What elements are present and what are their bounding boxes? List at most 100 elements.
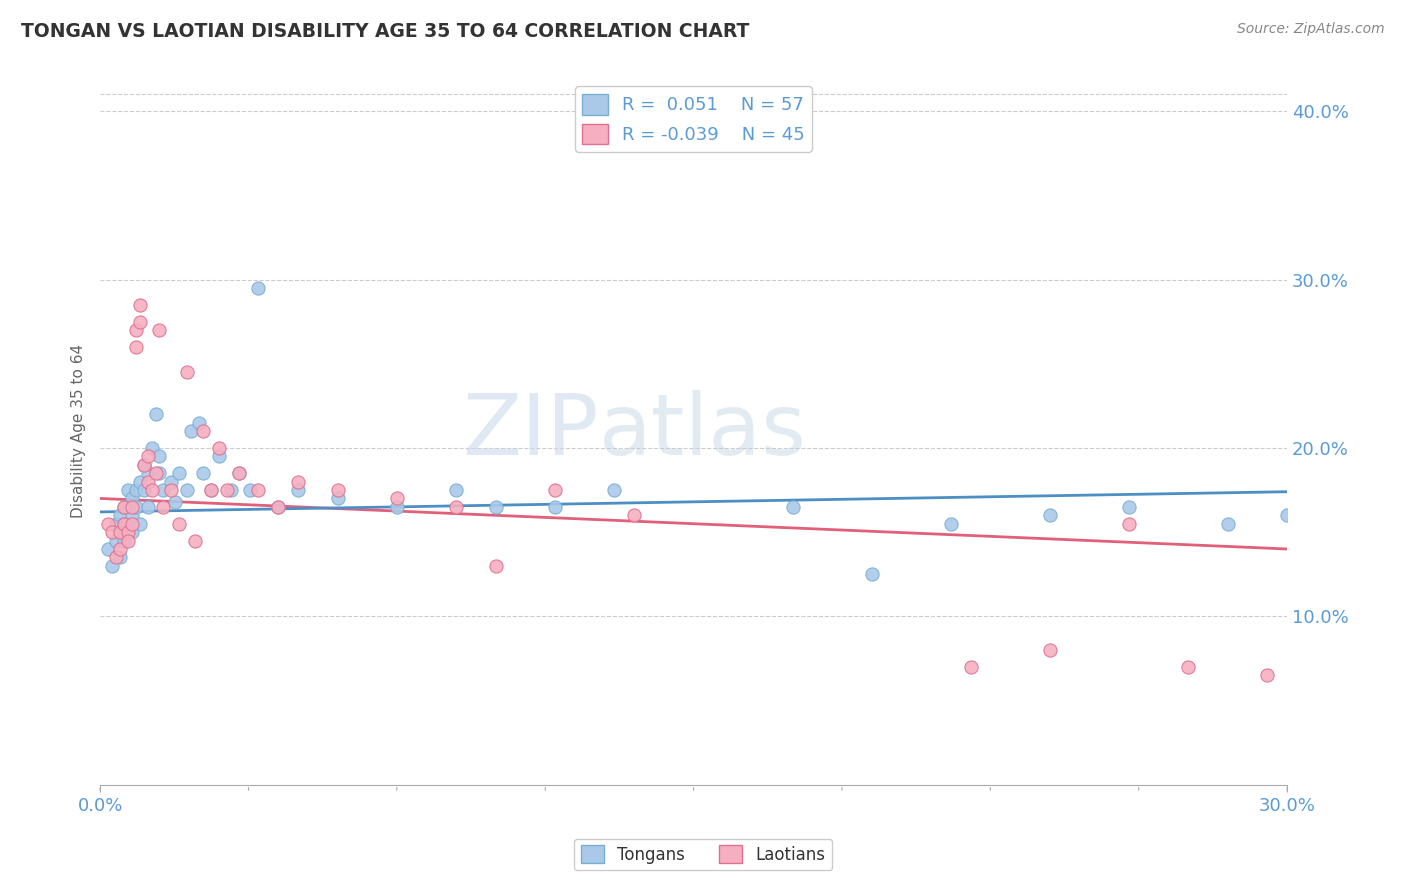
Point bbox=[228, 466, 250, 480]
Point bbox=[104, 516, 127, 531]
Point bbox=[167, 466, 190, 480]
Point bbox=[108, 550, 131, 565]
Point bbox=[239, 483, 262, 497]
Point bbox=[152, 483, 174, 497]
Point bbox=[101, 558, 124, 573]
Point bbox=[215, 483, 238, 497]
Point bbox=[97, 541, 120, 556]
Point bbox=[104, 550, 127, 565]
Text: TONGAN VS LAOTIAN DISABILITY AGE 35 TO 64 CORRELATION CHART: TONGAN VS LAOTIAN DISABILITY AGE 35 TO 6… bbox=[21, 22, 749, 41]
Point bbox=[959, 660, 981, 674]
Point bbox=[148, 466, 170, 480]
Point bbox=[176, 365, 198, 379]
Point bbox=[160, 483, 183, 497]
Point bbox=[160, 475, 183, 489]
Point bbox=[97, 516, 120, 531]
Point bbox=[125, 340, 148, 354]
Point bbox=[108, 525, 131, 540]
Point bbox=[112, 500, 135, 514]
Point bbox=[444, 483, 467, 497]
Point bbox=[145, 407, 167, 421]
Point bbox=[191, 424, 214, 438]
Point bbox=[1177, 660, 1199, 674]
Point bbox=[603, 483, 626, 497]
Point bbox=[1216, 516, 1239, 531]
Point bbox=[1256, 668, 1278, 682]
Point bbox=[623, 508, 645, 523]
Point bbox=[125, 323, 148, 337]
Point bbox=[108, 541, 131, 556]
Point bbox=[385, 491, 408, 506]
Point bbox=[1039, 508, 1062, 523]
Point bbox=[136, 466, 159, 480]
Point bbox=[136, 450, 159, 464]
Point bbox=[112, 533, 135, 548]
Point bbox=[128, 315, 150, 329]
Point bbox=[121, 516, 143, 531]
Point bbox=[176, 483, 198, 497]
Point bbox=[128, 516, 150, 531]
Point bbox=[1275, 508, 1298, 523]
Point bbox=[132, 458, 155, 472]
Point bbox=[148, 450, 170, 464]
Point bbox=[136, 475, 159, 489]
Point bbox=[132, 483, 155, 497]
Point bbox=[782, 500, 804, 514]
Point bbox=[128, 475, 150, 489]
Point bbox=[326, 491, 349, 506]
Point bbox=[191, 466, 214, 480]
Point bbox=[326, 483, 349, 497]
Point bbox=[141, 483, 163, 497]
Point bbox=[148, 323, 170, 337]
Point bbox=[939, 516, 962, 531]
Legend: Tongans, Laotians: Tongans, Laotians bbox=[574, 838, 832, 871]
Point bbox=[117, 525, 139, 540]
Point bbox=[385, 500, 408, 514]
Point bbox=[287, 483, 309, 497]
Point bbox=[132, 458, 155, 472]
Point bbox=[247, 281, 270, 295]
Text: ZIP: ZIP bbox=[463, 390, 599, 473]
Point bbox=[117, 500, 139, 514]
Point bbox=[208, 450, 231, 464]
Point bbox=[444, 500, 467, 514]
Point bbox=[544, 500, 567, 514]
Point bbox=[200, 483, 222, 497]
Point bbox=[128, 298, 150, 312]
Point bbox=[188, 416, 211, 430]
Point bbox=[1039, 643, 1062, 657]
Point bbox=[136, 500, 159, 514]
Point bbox=[101, 525, 124, 540]
Point bbox=[104, 533, 127, 548]
Point bbox=[121, 525, 143, 540]
Point bbox=[208, 441, 231, 455]
Point bbox=[287, 475, 309, 489]
Point bbox=[544, 483, 567, 497]
Point bbox=[165, 495, 187, 509]
Point bbox=[184, 533, 207, 548]
Point bbox=[200, 483, 222, 497]
Point bbox=[228, 466, 250, 480]
Point bbox=[860, 567, 883, 582]
Point bbox=[145, 466, 167, 480]
Point bbox=[112, 500, 135, 514]
Point bbox=[108, 508, 131, 523]
Point bbox=[167, 516, 190, 531]
Point bbox=[247, 483, 270, 497]
Point bbox=[485, 558, 508, 573]
Point bbox=[267, 500, 290, 514]
Point bbox=[117, 516, 139, 531]
Point bbox=[121, 491, 143, 506]
Point bbox=[1118, 500, 1140, 514]
Text: Source: ZipAtlas.com: Source: ZipAtlas.com bbox=[1237, 22, 1385, 37]
Y-axis label: Disability Age 35 to 64: Disability Age 35 to 64 bbox=[72, 344, 86, 518]
Text: atlas: atlas bbox=[599, 390, 807, 473]
Point bbox=[180, 424, 202, 438]
Point bbox=[125, 500, 148, 514]
Point bbox=[108, 525, 131, 540]
Point bbox=[125, 483, 148, 497]
Point bbox=[141, 441, 163, 455]
Point bbox=[112, 516, 135, 531]
Point bbox=[121, 508, 143, 523]
Point bbox=[219, 483, 242, 497]
